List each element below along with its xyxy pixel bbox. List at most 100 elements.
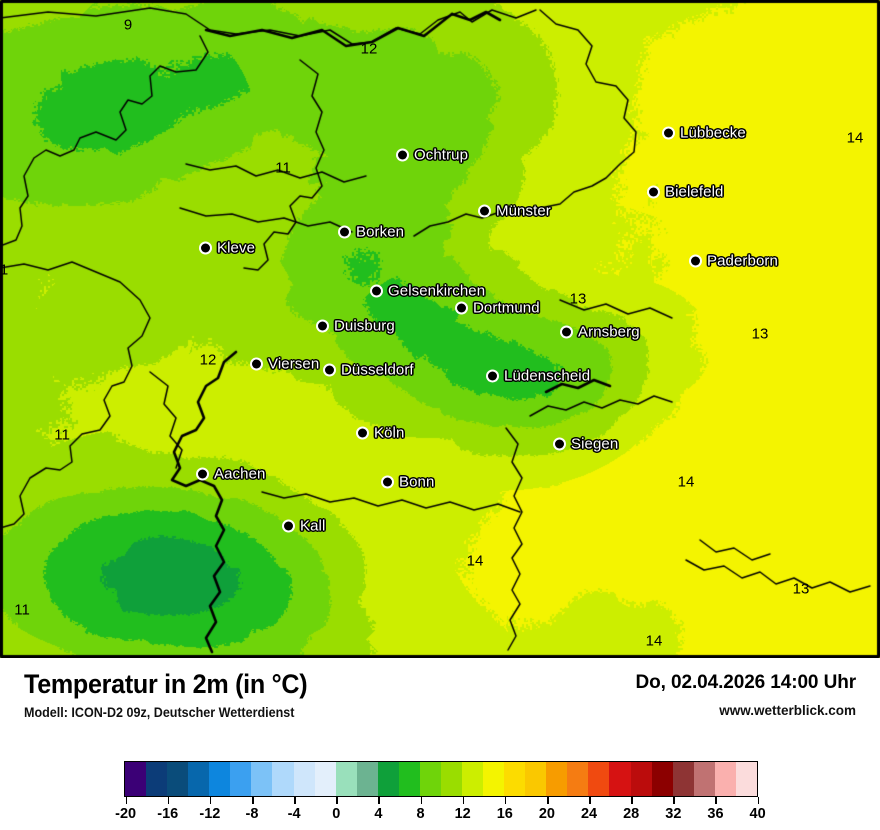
title-block: Temperatur in 2m (in °C) Modell: ICON-D2… xyxy=(24,669,329,721)
colorbar-tick xyxy=(546,797,549,804)
colorbar-tick xyxy=(589,797,591,804)
city-marker[interactable]: Düsseldorf xyxy=(325,362,414,379)
city-label: Köln xyxy=(374,424,405,442)
city-label: Gelsenkirchen xyxy=(388,282,486,300)
city-dot-icon xyxy=(252,359,261,369)
colorbar-swatch xyxy=(272,762,294,796)
colorbar-tick-label: -16 xyxy=(157,806,179,822)
colorbar-swatch xyxy=(230,762,252,796)
colorbar-swatch xyxy=(125,762,147,796)
colorbar-swatch xyxy=(693,762,715,796)
website-credit: www.wetterblick.com xyxy=(719,703,856,718)
colorbar-swatch xyxy=(525,762,547,796)
temperature-field-canvas xyxy=(0,0,880,658)
colorbar-tick xyxy=(209,797,212,804)
colorbar: -20 -16 -12 -8 -4 0 4 8 12 16 20 24 28 32 36 40 xyxy=(115,761,766,825)
city-marker[interactable]: Bonn xyxy=(383,474,434,491)
colorbar-swatch xyxy=(504,762,526,796)
city-marker[interactable]: Bielefeld xyxy=(649,184,723,201)
city-label: Bielefeld xyxy=(665,183,724,201)
colorbar-tick xyxy=(125,797,128,804)
city-marker[interactable]: Paderborn xyxy=(691,253,778,270)
city-dot-icon xyxy=(664,128,673,138)
colorbar-tick-label: 36 xyxy=(707,806,724,822)
isotherm-label: 11 xyxy=(54,426,70,444)
city-marker[interactable]: Viersen xyxy=(252,356,319,373)
colorbar-tick-label: 20 xyxy=(538,806,555,822)
isotherm-label: 12 xyxy=(360,40,378,58)
colorbar-tick xyxy=(504,797,507,804)
city-marker[interactable]: Aachen xyxy=(198,466,265,483)
colorbar-tick-labels: -20 -16 -12 -8 -4 0 4 8 12 16 20 24 28 32 36 40 xyxy=(115,805,766,825)
colorbar-swatch xyxy=(440,762,462,796)
isotherm-label: 11 xyxy=(14,601,30,619)
city-dot-icon xyxy=(201,243,210,253)
city-marker[interactable]: Köln xyxy=(358,425,404,442)
city-dot-icon xyxy=(457,303,466,313)
isotherm-label: 12 xyxy=(199,351,217,369)
colorbar-swatch xyxy=(714,762,736,796)
city-dot-icon xyxy=(340,227,349,237)
city-marker[interactable]: Kall xyxy=(284,518,325,535)
city-dot-icon xyxy=(398,150,407,160)
city-dot-icon xyxy=(198,469,207,479)
city-dot-icon xyxy=(383,477,392,487)
city-label: Siegen xyxy=(571,435,619,453)
colorbar-tick xyxy=(631,797,633,804)
forecast-datetime: Do, 02.04.2026 14:00 Uhr xyxy=(635,672,857,693)
colorbar-tick-label: 16 xyxy=(496,806,513,822)
colorbar-tick xyxy=(378,797,380,804)
isotherm-label: 13 xyxy=(569,290,587,308)
colorbar-swatch xyxy=(546,762,568,796)
city-label: Viersen xyxy=(268,355,320,373)
colorbar-swatch xyxy=(567,762,589,796)
colorbar-swatch xyxy=(314,762,336,796)
colorbar-tick xyxy=(336,797,338,804)
colorbar-swatch xyxy=(167,762,189,796)
colorbar-swatch xyxy=(293,762,315,796)
city-marker[interactable]: Duisburg xyxy=(318,318,395,335)
colorbar-swatch xyxy=(630,762,652,796)
colorbar-tick xyxy=(715,797,718,804)
map-label-overlay: Ochtrup Lübbecke Bielefeld Münster Borken Kle… xyxy=(0,17,864,650)
colorbar-tick xyxy=(462,797,465,804)
city-marker[interactable]: Gelsenkirchen xyxy=(372,283,485,300)
map-footer: Temperatur in 2m (in °C) Modell: ICON-D2… xyxy=(0,658,880,830)
isotherm-label: 13 xyxy=(792,580,810,598)
isotherm-label: 14 xyxy=(846,129,864,147)
colorbar-swatch xyxy=(672,762,694,796)
city-label: Kall xyxy=(300,517,326,535)
city-dot-icon xyxy=(325,365,334,375)
city-label: Lübbecke xyxy=(680,124,746,142)
city-dot-icon xyxy=(649,187,658,197)
city-marker[interactable]: Lüdenscheid xyxy=(488,368,590,385)
city-marker[interactable]: Arnsberg xyxy=(562,324,640,341)
colorbar-swatch xyxy=(398,762,420,796)
colorbar-swatch xyxy=(251,762,273,796)
city-label: Borken xyxy=(356,223,405,241)
city-marker[interactable]: Kleve xyxy=(201,240,255,257)
city-marker[interactable]: Siegen xyxy=(555,436,618,453)
colorbar-tick xyxy=(252,797,254,804)
city-marker[interactable]: Dortmund xyxy=(457,300,540,317)
city-dot-icon xyxy=(358,428,367,438)
city-marker[interactable]: Ochtrup xyxy=(398,147,468,164)
colorbar-swatch xyxy=(209,762,231,796)
city-dot-icon xyxy=(372,286,381,296)
city-marker[interactable]: Borken xyxy=(340,224,404,241)
city-label: Arnsberg xyxy=(578,323,640,341)
colorbar-tick-label: 12 xyxy=(454,806,471,822)
city-label: Kleve xyxy=(217,239,256,257)
page-title: Temperatur in 2m (in °C) xyxy=(24,669,308,699)
city-label: Bonn xyxy=(399,473,435,491)
city-label: Aachen xyxy=(214,465,266,483)
colorbar-ticks xyxy=(124,797,760,805)
colorbar-tick-label: 8 xyxy=(416,806,425,822)
colorbar-swatch xyxy=(483,762,505,796)
city-marker[interactable]: Münster xyxy=(480,203,551,220)
temperature-map[interactable]: Ochtrup Lübbecke Bielefeld Münster Borken Kle… xyxy=(0,0,880,658)
city-marker[interactable]: Lübbecke xyxy=(664,125,746,142)
colorbar-tick-label: 32 xyxy=(665,806,682,822)
colorbar-tick xyxy=(420,797,423,804)
colorbar-tick-label: 28 xyxy=(623,806,640,822)
